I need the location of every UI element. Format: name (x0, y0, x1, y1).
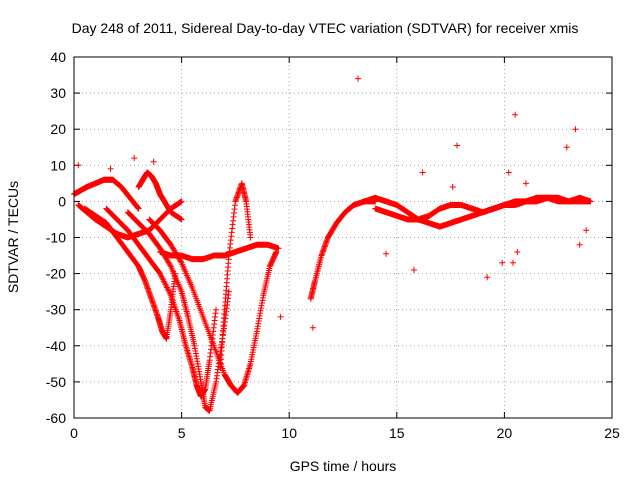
y-tick-label: 0 (58, 193, 66, 209)
x-tick-label: 25 (604, 425, 620, 441)
outlier-point (522, 180, 529, 187)
outlier-point (383, 250, 390, 257)
outlier-point (572, 126, 579, 133)
outlier-point (512, 111, 519, 118)
y-tick-label: -10 (46, 230, 66, 246)
x-tick-label: 15 (389, 425, 405, 441)
data-markers (71, 75, 594, 414)
outlier-point (510, 259, 517, 266)
outlier-point (107, 165, 114, 172)
outlier-point (355, 75, 362, 82)
outlier-point (514, 248, 521, 255)
outlier-point (411, 266, 418, 273)
data-point (134, 204, 141, 211)
y-tick-label: 30 (50, 85, 66, 101)
y-tick-label: -20 (46, 266, 66, 282)
outlier-point (75, 162, 82, 169)
outlier-point (449, 183, 456, 190)
outlier-point (583, 227, 590, 234)
outlier-point (484, 274, 491, 281)
outlier-point (505, 169, 512, 176)
x-tick-label: 20 (497, 425, 513, 441)
data-point (213, 306, 220, 313)
outlier-point (419, 169, 426, 176)
data-point (177, 215, 184, 222)
y-tick-label: 20 (50, 121, 66, 137)
data-point (177, 258, 184, 265)
data-point (587, 198, 594, 205)
y-axis-label: SDTVAR / TECUs (5, 181, 21, 293)
y-tick-label: 40 (50, 49, 66, 65)
data-point (275, 245, 282, 252)
data-point (225, 288, 232, 295)
data-point (135, 205, 142, 212)
y-tick-label: -30 (46, 302, 66, 318)
outlier-point (309, 324, 316, 331)
data-point (178, 198, 185, 205)
outlier-point (131, 155, 138, 162)
plot-frame (73, 56, 613, 419)
outlier-point (576, 241, 583, 248)
x-axis-label: GPS time / hours (290, 458, 397, 474)
x-tick-label: 5 (178, 425, 186, 441)
outlier-point (563, 144, 570, 151)
axis-ticks: 0 5 10 15 20 25 -60 -50 -40 -30 -20 -10 0 10 20 30 40 (46, 49, 620, 441)
data-point (178, 216, 185, 223)
x-tick-label: 10 (281, 425, 297, 441)
data-point (177, 198, 184, 205)
y-tick-label: 10 (50, 157, 66, 173)
x-tick-label: 0 (70, 425, 78, 441)
outlier-point (277, 313, 284, 320)
data-point (247, 234, 254, 241)
grid-lines (74, 57, 612, 418)
y-tick-label: -60 (46, 410, 66, 426)
outlier-point (454, 142, 461, 149)
chart-title: Day 248 of 2011, Sidereal Day-to-day VTE… (72, 20, 579, 36)
y-tick-label: -40 (46, 338, 66, 354)
y-tick-label: -50 (46, 374, 66, 390)
outlier-point (499, 259, 506, 266)
outlier-point (150, 158, 157, 165)
data-point (167, 262, 174, 269)
